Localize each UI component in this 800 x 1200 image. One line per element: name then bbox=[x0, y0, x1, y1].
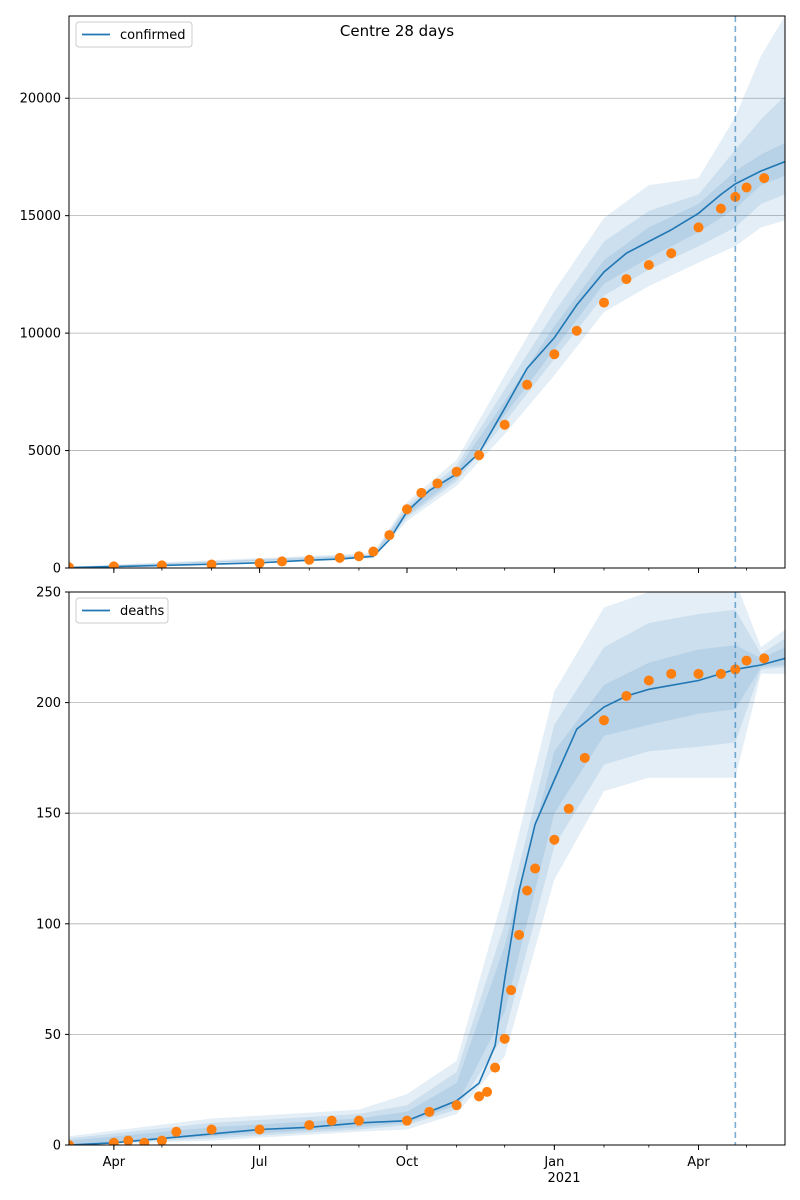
band-middle bbox=[69, 609, 785, 1145]
y-tick-label: 200 bbox=[36, 696, 61, 711]
y-tick-label: 0 bbox=[53, 1139, 61, 1154]
observed-point bbox=[730, 664, 741, 675]
figure-title: Centre 28 days bbox=[340, 22, 454, 40]
observed-point bbox=[759, 173, 770, 184]
observed-point bbox=[693, 222, 704, 233]
observed-point bbox=[326, 1115, 337, 1126]
legend-box bbox=[75, 21, 193, 48]
observed-point bbox=[334, 552, 345, 563]
observed-point bbox=[451, 1100, 462, 1111]
y-tick-label: 50 bbox=[44, 1028, 61, 1043]
x-tick-label: Apr bbox=[687, 1155, 710, 1170]
observed-point bbox=[416, 487, 427, 498]
observed-point bbox=[598, 297, 609, 308]
observed-point bbox=[353, 1115, 364, 1126]
y-tick-label: 100 bbox=[36, 917, 61, 932]
observed-point bbox=[206, 1124, 217, 1135]
observed-point bbox=[621, 690, 632, 701]
legend-confirmed: confirmed bbox=[75, 21, 193, 48]
panel-confirmed: 0 5000 10000 15000 20000 confirmed bbox=[20, 15, 786, 577]
y-tick-label: 10000 bbox=[20, 327, 61, 342]
observed-point bbox=[432, 478, 443, 489]
observed-point bbox=[451, 466, 462, 477]
observed-point bbox=[643, 675, 654, 686]
observed-point bbox=[522, 379, 533, 390]
axes-frame bbox=[68, 591, 786, 1146]
y-tick-label: 20000 bbox=[20, 92, 61, 107]
observed-point bbox=[579, 752, 590, 763]
y-tick-label: 150 bbox=[36, 807, 61, 822]
observed-point bbox=[499, 419, 510, 430]
model-line-deaths bbox=[69, 657, 785, 1145]
observed-point bbox=[254, 558, 265, 568]
observed-point bbox=[563, 803, 574, 814]
observed-point bbox=[598, 715, 609, 726]
x-tick-label: Jan bbox=[543, 1155, 564, 1170]
observed-point bbox=[304, 1120, 315, 1131]
observed-point bbox=[304, 554, 315, 565]
observed-point bbox=[171, 1126, 182, 1137]
observed-point bbox=[353, 551, 364, 562]
observed-point bbox=[123, 1135, 134, 1145]
legend-deaths: deaths bbox=[75, 597, 169, 624]
observed-point bbox=[643, 259, 654, 270]
y-tick-label: 0 bbox=[53, 562, 61, 577]
observed-point bbox=[741, 655, 752, 666]
observed-point bbox=[549, 349, 560, 360]
observed-point bbox=[474, 450, 485, 461]
observed-point bbox=[156, 1135, 167, 1145]
observed-point bbox=[715, 668, 726, 679]
observed-point bbox=[741, 182, 752, 193]
observed-point bbox=[499, 1033, 510, 1044]
plot-area bbox=[69, 16, 785, 568]
plot-area bbox=[69, 592, 785, 1145]
model-line-confirmed bbox=[69, 160, 785, 568]
observed-point bbox=[666, 248, 677, 259]
legend-label: deaths bbox=[120, 604, 165, 619]
observed-point bbox=[206, 559, 217, 568]
observed-point bbox=[530, 863, 541, 874]
x-tick-label: Oct bbox=[396, 1155, 418, 1170]
panel-deaths: 0 50 100 150 200 250 Apr Jul Oct Jan Apr deaths bbox=[36, 586, 786, 1170]
x-tick-label: Jul bbox=[251, 1155, 268, 1170]
observed-point bbox=[277, 556, 288, 567]
observed-point bbox=[621, 274, 632, 285]
axes-frame bbox=[68, 15, 786, 569]
observed-point bbox=[69, 562, 74, 568]
observed-point bbox=[69, 1140, 74, 1145]
observed-point bbox=[666, 668, 677, 679]
observed-point bbox=[693, 668, 704, 679]
observed-point bbox=[368, 546, 379, 557]
observed-point bbox=[482, 1086, 493, 1097]
observed-point bbox=[571, 325, 582, 336]
observed-point bbox=[401, 504, 412, 515]
legend-label: confirmed bbox=[120, 28, 186, 43]
y-tick-label: 5000 bbox=[28, 444, 61, 459]
y-tick-label: 15000 bbox=[20, 209, 61, 224]
observed-point bbox=[401, 1115, 412, 1126]
y-tick-label: 250 bbox=[36, 586, 61, 601]
observed-point bbox=[759, 653, 770, 664]
x-tick-label: Apr bbox=[103, 1155, 126, 1170]
observed-point bbox=[490, 1062, 501, 1073]
observed-point bbox=[549, 834, 560, 845]
observed-point bbox=[506, 985, 517, 996]
band-outer bbox=[69, 592, 785, 1145]
observed-point bbox=[514, 929, 525, 940]
legend-box bbox=[75, 597, 169, 624]
observed-point bbox=[424, 1106, 435, 1117]
observed-point bbox=[254, 1124, 265, 1135]
observed-point bbox=[384, 530, 395, 541]
observed-point bbox=[108, 561, 119, 568]
x-year-label: 2021 bbox=[547, 1171, 580, 1186]
observed-point bbox=[522, 885, 533, 896]
band-outer bbox=[69, 16, 785, 568]
observed-point bbox=[715, 203, 726, 214]
observed-point bbox=[108, 1137, 119, 1145]
band-inner bbox=[69, 645, 785, 1145]
observed-point bbox=[156, 560, 167, 568]
observed-point bbox=[474, 1091, 485, 1102]
observed-point bbox=[139, 1137, 150, 1145]
